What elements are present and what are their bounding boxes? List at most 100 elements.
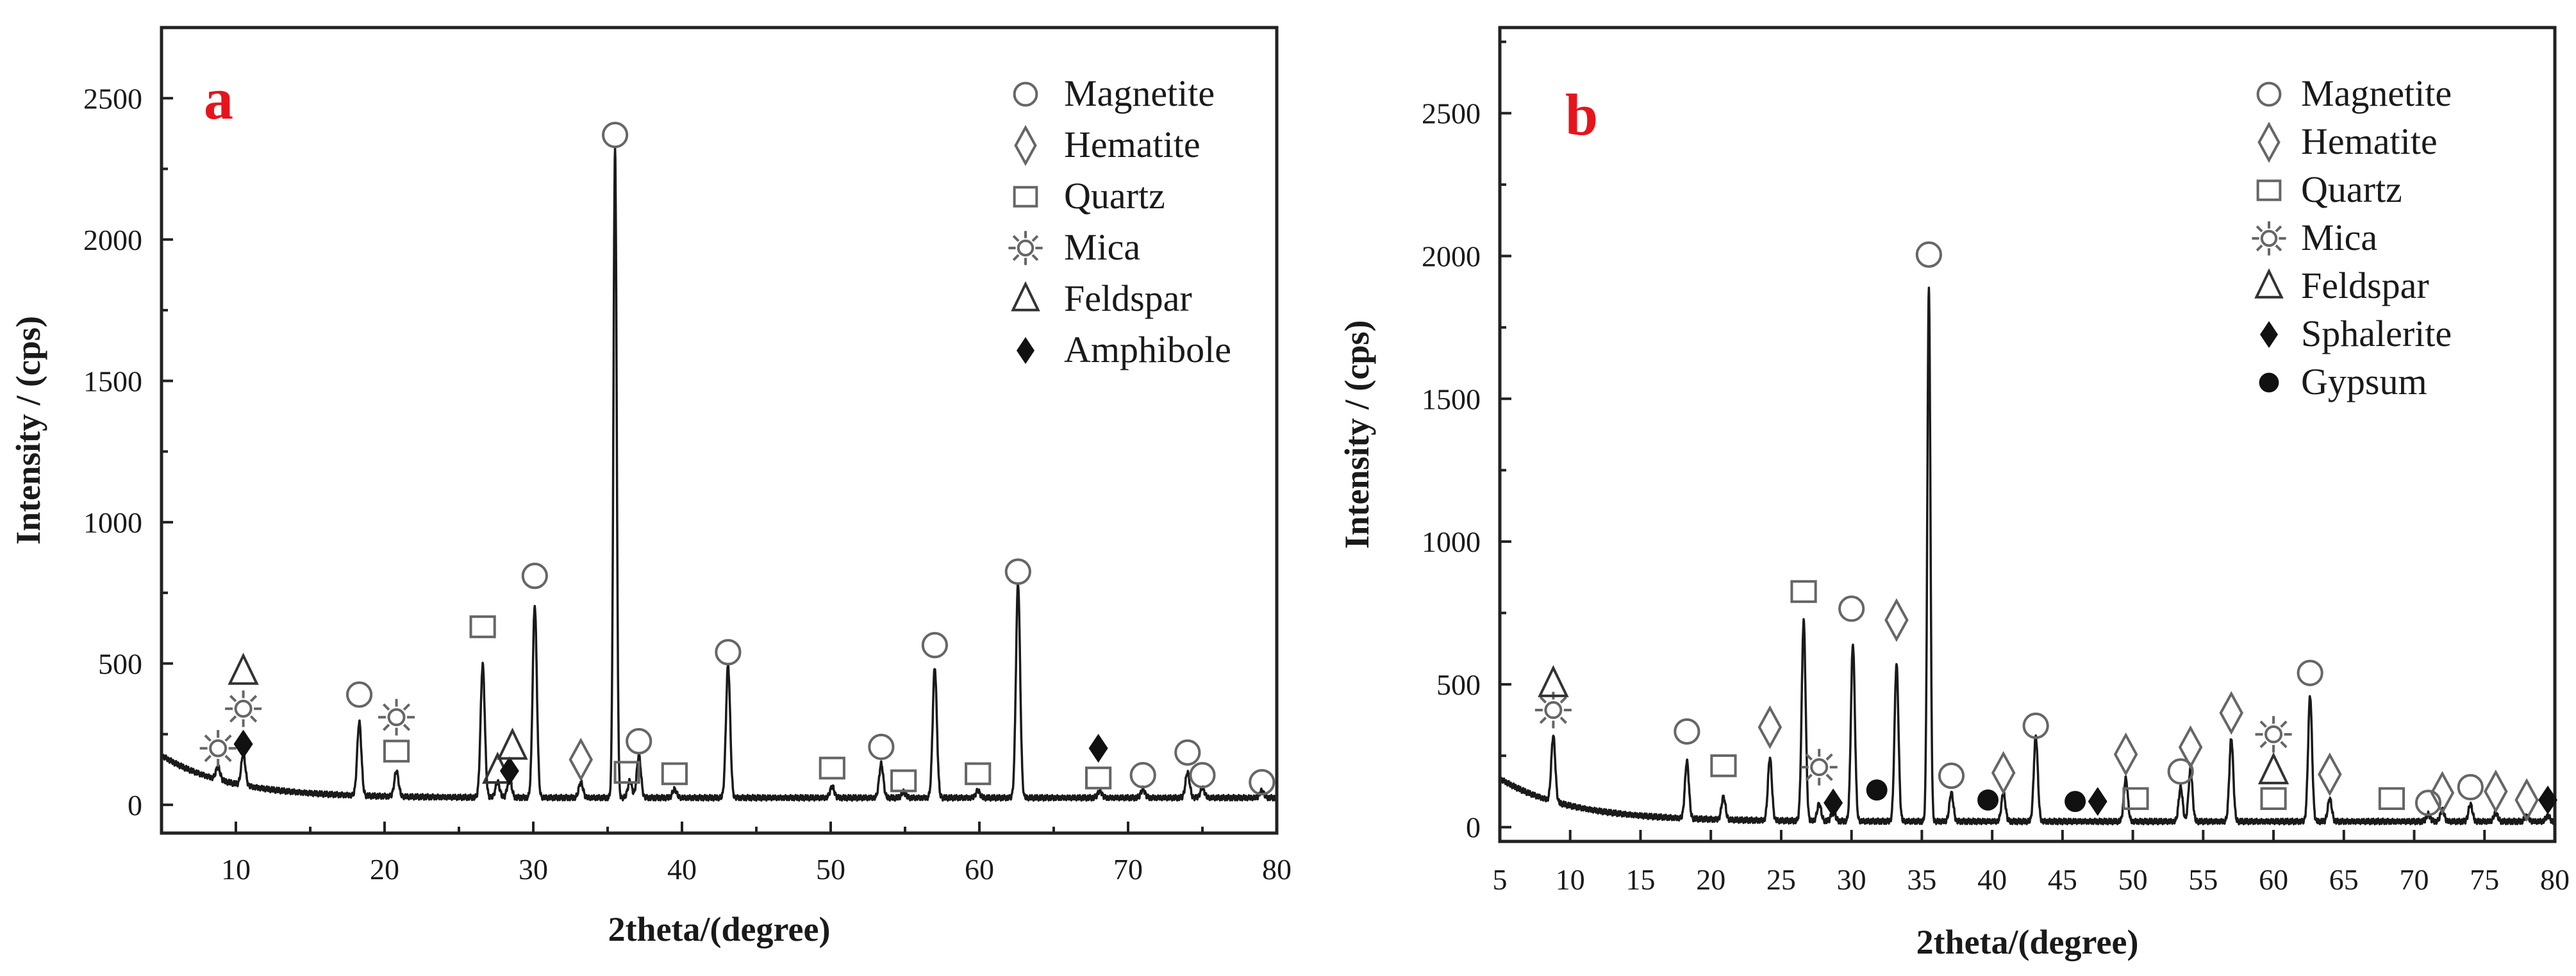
hematite-marker — [2113, 732, 2138, 777]
mica-ray — [1559, 696, 1567, 704]
x-tick-label: 80 — [1262, 853, 1292, 886]
y-axis-title: Intensity / (cps) — [1338, 320, 1376, 549]
x-tick-label: 80 — [2540, 863, 2570, 896]
panel-label: b — [1565, 82, 1598, 147]
quartz-marker — [613, 761, 640, 784]
magnetite-marker — [2297, 659, 2323, 686]
feldspar-marker — [2257, 752, 2289, 784]
legend-sun-icon — [1008, 231, 1043, 265]
magnetite-marker — [626, 728, 652, 755]
legend-label: Amphibole — [1064, 329, 1231, 370]
magnetite-marker — [1915, 241, 1942, 268]
y-tick-label: 1500 — [1422, 383, 1481, 415]
legend: Magnetite Hematite Quartz Mica Feldspar Amphi… — [1008, 72, 1231, 370]
filled-diamond-marker — [2088, 787, 2107, 816]
magnetite-marker — [1174, 739, 1201, 766]
mica-ray — [1012, 254, 1020, 261]
legend-diamond-icon — [2257, 121, 2281, 163]
x-axis-title: 2theta/(degree) — [1916, 923, 2139, 961]
mica-marker — [2255, 716, 2292, 753]
magnetite-marker — [1674, 718, 1700, 745]
mica-ray — [229, 695, 237, 702]
mica-ray — [224, 734, 232, 742]
gypsum-marker — [1866, 779, 1888, 801]
y-tick-label: 0 — [128, 789, 142, 822]
magnetite-marker — [1004, 558, 1031, 585]
x-tick-label: 30 — [1837, 863, 1866, 896]
magnetite-marker — [521, 563, 548, 590]
mica-ray — [2275, 225, 2282, 233]
x-tick-label: 20 — [1696, 863, 1725, 896]
mica-core — [209, 739, 228, 757]
x-tick-label: 65 — [2329, 863, 2359, 896]
mica-ray — [224, 754, 232, 763]
feldspar-marker — [1538, 665, 1569, 697]
x-tick-label: 50 — [816, 853, 845, 886]
mica-ray — [2275, 244, 2282, 252]
chart-panel-a: 10 20 30 40 50 60 70 80 0 500 1000 1500 2000 2500 2the… — [9, 26, 1292, 948]
mica-core — [1544, 701, 1563, 720]
legend-label: Hematite — [1064, 124, 1201, 165]
mica-ray — [1031, 254, 1039, 261]
y-tick-label: 1500 — [83, 365, 142, 397]
quartz-marker — [469, 615, 496, 638]
legend: Magnetite Hematite Quartz Mica Feldspar Sphal… — [2252, 72, 2452, 402]
quartz-marker — [383, 740, 410, 763]
quartz-marker — [2378, 787, 2406, 810]
magnetite-marker — [868, 733, 895, 761]
mica-ray — [403, 703, 411, 711]
magnetite-marker — [921, 632, 949, 659]
hematite-marker — [2514, 778, 2539, 822]
quartz-marker — [2260, 787, 2287, 810]
mica-marker — [1800, 749, 1838, 786]
y-tick-label: 2000 — [1422, 240, 1481, 272]
quartz-marker — [1085, 766, 1112, 790]
magnetite-marker — [1938, 762, 1965, 790]
x-tick-label: 25 — [1766, 863, 1796, 896]
mica-ray — [1805, 773, 1813, 781]
mica-marker — [1534, 691, 1572, 729]
hematite-marker — [2178, 725, 2203, 770]
y-tick-label: 2500 — [1422, 97, 1481, 130]
mica-ray — [1805, 753, 1813, 761]
hematite-marker — [1757, 705, 1782, 749]
hematite-marker — [569, 738, 594, 782]
mica-ray — [204, 754, 212, 763]
x-tick-label: 40 — [667, 853, 697, 886]
x-tick-label: 70 — [2400, 863, 2429, 896]
legend-diamond-icon — [1014, 124, 1037, 167]
x-axis-title: 2theta/(degree) — [608, 910, 831, 948]
x-tick-label: 20 — [370, 853, 399, 886]
mica-core — [1810, 758, 1829, 777]
magnetite-marker — [2457, 773, 2484, 800]
filled-diamond-marker — [233, 729, 253, 759]
mica-ray — [2256, 244, 2263, 252]
magnetite-marker — [2167, 758, 2194, 785]
quartz-marker — [1710, 754, 1737, 777]
x-tick-label: 40 — [1977, 863, 2007, 896]
legend-label: Gypsum — [2301, 361, 2427, 402]
legend-label: Feldspar — [1064, 277, 1192, 319]
mica-marker — [378, 699, 415, 736]
hematite-marker — [2318, 752, 2342, 797]
mica-ray — [1539, 696, 1547, 704]
gypsum-marker — [1977, 789, 1999, 811]
filled-diamond-marker — [2538, 785, 2558, 815]
chart-panel-b: 5 10 15 20 25 30 35 40 45 50 55 60 65 70 75 80 0 500 1000 1… — [1338, 26, 2570, 961]
x-tick-label: 60 — [965, 853, 994, 886]
x-tick-label: 30 — [519, 853, 548, 886]
legend-label: Mica — [1064, 226, 1140, 268]
mica-ray — [1539, 716, 1547, 724]
mica-ray — [382, 703, 390, 711]
legend-sun-icon — [2252, 221, 2286, 256]
quartz-marker — [2122, 787, 2149, 810]
quartz-marker — [890, 769, 917, 793]
y-tick-label: 500 — [98, 647, 142, 680]
mica-ray — [2280, 741, 2288, 749]
feldspar-marker — [497, 727, 528, 760]
filled-diamond-marker — [1824, 788, 1843, 818]
y-tick-label: 2000 — [83, 224, 142, 256]
x-tick-label: 35 — [1907, 863, 1936, 896]
magnetite-marker — [2022, 712, 2049, 740]
x-tick-label: 45 — [2048, 863, 2077, 896]
